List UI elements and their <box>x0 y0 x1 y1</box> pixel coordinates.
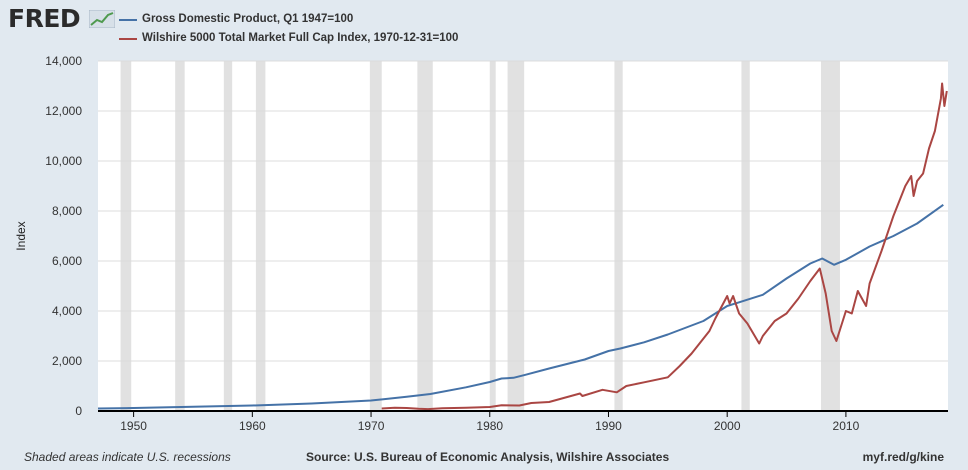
recession-band <box>369 61 382 411</box>
x-tick-label: 1980 <box>476 419 503 433</box>
y-tick-label: 4,000 <box>52 304 82 318</box>
y-tick-label: 10,000 <box>45 154 82 168</box>
recession-band <box>614 61 623 411</box>
y-tick-label: 8,000 <box>52 204 82 218</box>
recession-band <box>417 61 433 411</box>
x-tick-label: 2010 <box>833 419 860 433</box>
x-tick-label: 1960 <box>239 419 266 433</box>
legend-item-gdp[interactable]: Gross Domestic Product, Q1 1947=100 <box>119 10 458 29</box>
series-line-wilshire <box>381 82 948 411</box>
x-tick-label: 1990 <box>595 419 622 433</box>
legend-label-gdp: Gross Domestic Product, Q1 1947=100 <box>142 13 354 25</box>
y-tick-label: 0 <box>75 404 82 418</box>
x-tick-label: 1970 <box>358 419 385 433</box>
legend-swatch-gdp <box>119 18 137 21</box>
recession-band <box>507 61 525 411</box>
x-tick-label: 1950 <box>120 419 147 433</box>
legend-swatch-wilshire <box>119 37 137 40</box>
recession-note: Shaded areas indicate U.S. recessions <box>24 450 231 464</box>
recession-band <box>741 61 750 411</box>
legend: Gross Domestic Product, Q1 1947=100 Wils… <box>119 10 458 48</box>
y-axis-label: Index <box>14 221 28 250</box>
short-url: myf.red/g/kine <box>862 450 944 464</box>
recession-band <box>175 61 185 411</box>
y-tick-label: 14,000 <box>45 54 82 68</box>
recession-band <box>489 61 496 411</box>
source-note: Source: U.S. Bureau of Economic Analysis… <box>306 450 670 464</box>
recession-band <box>120 61 132 411</box>
y-tick-label: 12,000 <box>45 104 82 118</box>
recession-band <box>255 61 266 411</box>
recession-band <box>223 61 233 411</box>
y-tick-label: 6,000 <box>52 254 82 268</box>
line-chart-icon <box>89 10 115 28</box>
x-tick-label: 2000 <box>714 419 741 433</box>
y-tick-label: 2,000 <box>52 354 82 368</box>
series-line-gdp <box>97 203 944 410</box>
recession-band <box>820 61 840 411</box>
legend-item-wilshire[interactable]: Wilshire 5000 Total Market Full Cap Inde… <box>119 29 458 48</box>
legend-label-wilshire: Wilshire 5000 Total Market Full Cap Inde… <box>142 32 459 44</box>
fred-logo: FRED <box>8 4 81 33</box>
